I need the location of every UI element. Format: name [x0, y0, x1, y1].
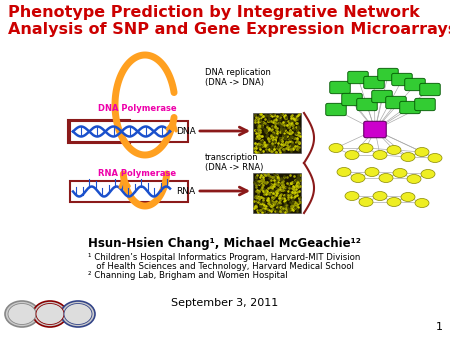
Text: RNA Polymerase: RNA Polymerase [98, 169, 176, 178]
Ellipse shape [345, 150, 359, 160]
Ellipse shape [359, 197, 373, 207]
FancyBboxPatch shape [348, 71, 368, 84]
Text: transcription: transcription [205, 153, 259, 162]
Text: ¹ Children’s Hospital Informatics Program, Harvard-MIT Division: ¹ Children’s Hospital Informatics Progra… [88, 253, 360, 262]
Text: DNA Polymerase: DNA Polymerase [98, 104, 176, 113]
Text: RNA: RNA [176, 187, 195, 195]
Text: Hsun-Hsien Chang¹, Michael McGeachie¹²: Hsun-Hsien Chang¹, Michael McGeachie¹² [88, 237, 361, 250]
Ellipse shape [415, 147, 429, 156]
Ellipse shape [373, 150, 387, 160]
FancyBboxPatch shape [326, 103, 346, 116]
Ellipse shape [379, 173, 393, 183]
Text: (DNA -> RNA): (DNA -> RNA) [205, 163, 263, 172]
Text: DNA: DNA [176, 126, 196, 136]
Ellipse shape [373, 192, 387, 200]
FancyBboxPatch shape [420, 83, 440, 96]
Ellipse shape [401, 152, 415, 162]
Bar [70, 121, 188, 142]
Ellipse shape [337, 168, 351, 176]
Text: of Health Sciences and Technology, Harvard Medical School: of Health Sciences and Technology, Harva… [88, 262, 354, 271]
Ellipse shape [401, 193, 415, 201]
Ellipse shape [387, 145, 401, 154]
Ellipse shape [64, 304, 92, 324]
Text: 1: 1 [436, 322, 443, 332]
Text: Phenotype Prediction by Integrative Network: Phenotype Prediction by Integrative Netw… [8, 5, 420, 20]
Ellipse shape [33, 301, 67, 327]
Ellipse shape [407, 174, 421, 184]
Ellipse shape [36, 304, 64, 324]
Ellipse shape [351, 173, 365, 183]
Ellipse shape [415, 198, 429, 208]
Ellipse shape [365, 168, 379, 176]
FancyBboxPatch shape [415, 98, 435, 111]
Text: Analysis of SNP and Gene Expression Microarrays: Analysis of SNP and Gene Expression Micr… [8, 22, 450, 37]
FancyBboxPatch shape [68, 120, 130, 143]
Ellipse shape [387, 197, 401, 207]
Bar [253, 113, 301, 153]
Ellipse shape [421, 169, 435, 178]
FancyBboxPatch shape [364, 76, 384, 89]
Text: (DNA -> DNA): (DNA -> DNA) [205, 78, 264, 87]
Text: DNA replication: DNA replication [205, 68, 271, 77]
FancyBboxPatch shape [386, 96, 406, 109]
Bar [70, 181, 188, 202]
Ellipse shape [359, 144, 373, 152]
FancyBboxPatch shape [378, 68, 398, 81]
Ellipse shape [8, 304, 36, 324]
Ellipse shape [5, 301, 39, 327]
FancyBboxPatch shape [364, 121, 386, 138]
FancyBboxPatch shape [357, 98, 377, 111]
Text: ² Channing Lab, Brigham and Women Hospital: ² Channing Lab, Brigham and Women Hospit… [88, 271, 288, 280]
FancyBboxPatch shape [392, 73, 412, 86]
FancyBboxPatch shape [372, 90, 392, 103]
FancyBboxPatch shape [330, 81, 350, 94]
Ellipse shape [61, 301, 95, 327]
FancyBboxPatch shape [405, 78, 425, 91]
FancyBboxPatch shape [342, 93, 362, 106]
Ellipse shape [393, 169, 407, 177]
Ellipse shape [345, 192, 359, 200]
Ellipse shape [329, 144, 343, 152]
Bar [253, 173, 301, 213]
Ellipse shape [428, 153, 442, 163]
Text: September 3, 2011: September 3, 2011 [171, 298, 279, 308]
FancyBboxPatch shape [400, 101, 420, 114]
